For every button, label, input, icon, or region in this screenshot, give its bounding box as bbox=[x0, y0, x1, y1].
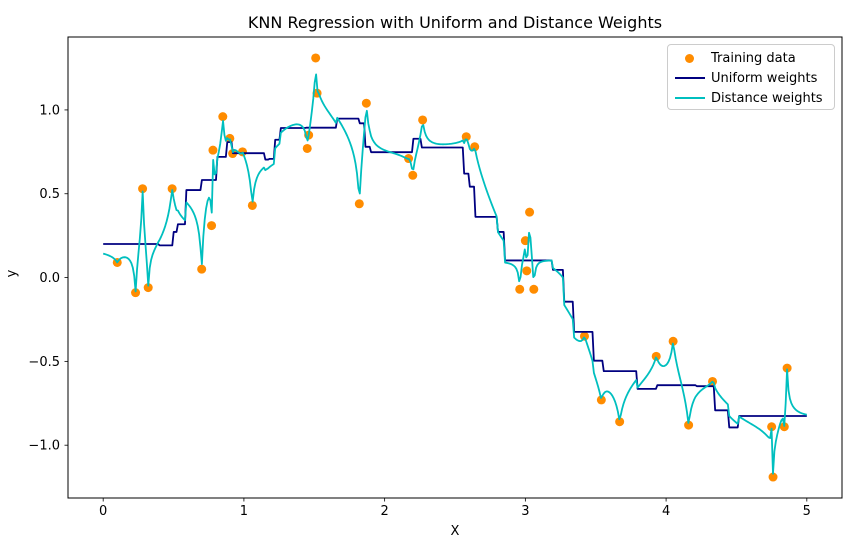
training-data-point bbox=[207, 221, 217, 231]
training-data-point bbox=[247, 200, 257, 210]
y-tick-label: −0.5 bbox=[28, 355, 60, 370]
training-data-point bbox=[768, 472, 778, 482]
uniform-weights-line bbox=[103, 117, 807, 429]
training-data-point bbox=[615, 417, 625, 427]
training-data-point bbox=[418, 115, 428, 125]
training-data-point bbox=[529, 284, 539, 294]
x-tick-label: 2 bbox=[380, 504, 388, 519]
x-tick-label: 0 bbox=[99, 504, 107, 519]
training-data-point bbox=[767, 422, 777, 432]
legend-label-distance-weights: Distance weights bbox=[711, 90, 823, 106]
legend-swatch-wrap bbox=[668, 53, 711, 63]
x-tick-label: 1 bbox=[240, 504, 248, 519]
x-tick-label: 5 bbox=[803, 504, 811, 519]
legend-swatch-wrap bbox=[668, 97, 711, 99]
training-data-point bbox=[470, 142, 480, 152]
y-axis-label: y bbox=[4, 269, 20, 278]
y-tick-label: 0.5 bbox=[39, 187, 60, 202]
x-axis-label: X bbox=[450, 524, 460, 539]
training-data-point bbox=[525, 207, 535, 217]
training-data-point bbox=[208, 145, 218, 155]
training-data-point bbox=[197, 264, 207, 274]
training-data-point bbox=[354, 199, 364, 209]
training-data-point bbox=[515, 284, 525, 294]
training-data-point bbox=[225, 133, 235, 143]
training-data-point bbox=[143, 283, 153, 293]
training-data-point bbox=[684, 420, 694, 430]
legend-label-training-data: Training data bbox=[711, 50, 796, 66]
training-data-point bbox=[461, 132, 471, 142]
legend: Training data Uniform weights Distance w… bbox=[667, 44, 835, 110]
training-data-point bbox=[668, 336, 678, 346]
legend-item-training-data: Training data bbox=[668, 48, 834, 68]
legend-item-distance-weights: Distance weights bbox=[668, 88, 834, 108]
training-data-point bbox=[651, 351, 661, 361]
distance-weights-line bbox=[102, 73, 808, 475]
y-tick-label: 1.0 bbox=[39, 103, 60, 118]
training-data-point bbox=[218, 112, 228, 122]
legend-label-uniform-weights: Uniform weights bbox=[711, 70, 818, 86]
training-data-marker-icon bbox=[685, 53, 694, 63]
y-tick-label: −1.0 bbox=[28, 439, 60, 454]
training-data-point bbox=[596, 395, 606, 405]
chart-title: KNN Regression with Uniform and Distance… bbox=[247, 13, 663, 32]
x-tick-label: 4 bbox=[662, 504, 670, 519]
training-data-point bbox=[522, 266, 532, 276]
training-data-point bbox=[408, 170, 418, 180]
training-data-point bbox=[579, 331, 589, 341]
training-data-point bbox=[302, 143, 312, 153]
x-tick-label: 3 bbox=[521, 504, 529, 519]
legend-swatch-wrap bbox=[668, 77, 711, 79]
training-data-point bbox=[138, 184, 148, 194]
axes-frame bbox=[67, 36, 843, 499]
legend-item-uniform-weights: Uniform weights bbox=[668, 68, 834, 88]
training-data-point bbox=[361, 98, 371, 108]
y-tick-label: 0.0 bbox=[39, 271, 60, 286]
training-data-point bbox=[782, 363, 792, 373]
uniform-weights-line-icon bbox=[674, 77, 705, 79]
training-data-point bbox=[311, 53, 321, 63]
distance-weights-line-icon bbox=[674, 97, 705, 99]
training-data-point bbox=[131, 288, 141, 298]
training-data-point bbox=[167, 184, 177, 194]
